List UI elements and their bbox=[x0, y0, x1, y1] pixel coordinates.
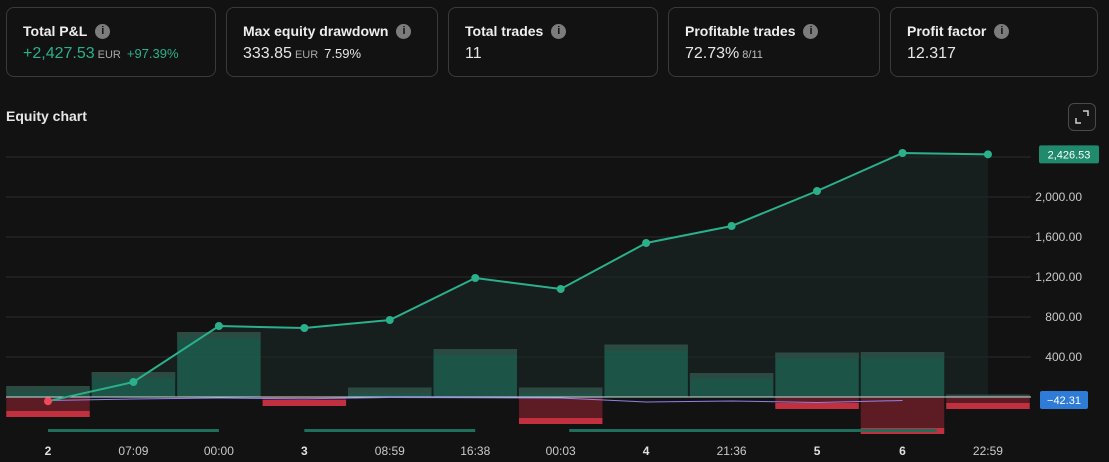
trade-bar-cap bbox=[6, 411, 90, 417]
session-range bbox=[569, 429, 937, 432]
equity-point bbox=[214, 322, 223, 330]
equity-point bbox=[385, 316, 394, 324]
trade-bar-cap bbox=[262, 400, 347, 406]
equity-point bbox=[813, 187, 822, 195]
trade-bar-cap bbox=[6, 386, 90, 392]
stat-sub: 8/11 bbox=[742, 49, 763, 61]
equity-point bbox=[129, 378, 138, 386]
equity-point bbox=[556, 285, 565, 293]
info-icon[interactable]: i bbox=[95, 23, 111, 39]
drawdown-line bbox=[47, 396, 903, 404]
y-tick-label: 400.00 bbox=[1045, 350, 1082, 364]
equity-point bbox=[727, 222, 736, 230]
x-tick-label: 21:36 bbox=[717, 444, 747, 458]
x-tick-label: 5 bbox=[814, 444, 821, 458]
x-tick-label: 6 bbox=[899, 444, 906, 458]
info-icon[interactable]: i bbox=[551, 23, 567, 39]
x-tick-label: 00:03 bbox=[546, 444, 576, 458]
trade-bars bbox=[6, 332, 1030, 434]
trade-bar-cap bbox=[518, 418, 603, 424]
x-tick-label: 4 bbox=[643, 444, 650, 458]
stat-title: Profitable trades bbox=[685, 23, 796, 39]
equity-line bbox=[47, 151, 988, 403]
stat-value: 333.85 bbox=[243, 45, 292, 62]
trade-bar-cap bbox=[775, 352, 859, 359]
stat-value: +2,427.53 bbox=[23, 45, 95, 62]
expand-icon bbox=[1075, 110, 1089, 124]
x-tick-label: 3 bbox=[301, 444, 308, 458]
trade-bar-cap bbox=[348, 387, 432, 394]
trade-bar-cap bbox=[177, 332, 261, 338]
equity-point bbox=[300, 324, 309, 332]
stat-unit: EUR bbox=[294, 49, 319, 61]
stats-cards: Total P&L i +2,427.53 EUR +97.39% Max equi… bbox=[6, 7, 1098, 77]
expand-chart-button[interactable] bbox=[1068, 103, 1096, 131]
info-icon[interactable]: i bbox=[396, 23, 412, 39]
stat-title: Total P&L bbox=[23, 23, 88, 39]
stat-card-profit-factor: Profit factor i 12.317 bbox=[890, 7, 1098, 77]
value-tags: 2,426.53 −42.31 bbox=[1039, 145, 1099, 409]
stat-card-total-trades: Total trades i 11 bbox=[448, 7, 658, 77]
y-tick-label: 1,200.00 bbox=[1035, 270, 1082, 284]
drawdown-tag bbox=[1040, 391, 1088, 409]
y-tick-label: 800.00 bbox=[1045, 310, 1082, 324]
stat-title: Profit factor bbox=[907, 23, 987, 39]
stat-card-total-pnl: Total P&L i +2,427.53 EUR +97.39% bbox=[6, 7, 216, 77]
equity-points bbox=[44, 149, 992, 406]
stat-title: Max equity drawdown bbox=[243, 23, 389, 39]
session-range bbox=[48, 429, 219, 432]
y-axis-labels: 400.00 800.00 1,200.00 1,600.00 2,000.00 bbox=[1035, 190, 1082, 364]
stat-value: 12.317 bbox=[907, 45, 956, 62]
trade-bar bbox=[433, 349, 517, 397]
trade-bar bbox=[775, 352, 859, 397]
info-icon[interactable]: i bbox=[994, 23, 1010, 39]
drawdown-tag-text: −42.31 bbox=[1047, 395, 1081, 407]
last-value-tag bbox=[1039, 145, 1099, 164]
trade-bar bbox=[860, 397, 945, 434]
stat-percent: 7.59% bbox=[324, 46, 362, 61]
x-tick-label: 16:38 bbox=[460, 444, 490, 458]
x-tick-label: 07:09 bbox=[118, 444, 148, 458]
equity-point bbox=[471, 274, 480, 282]
trade-bar-cap bbox=[946, 394, 1030, 397]
stat-percent: +97.39% bbox=[126, 46, 179, 61]
x-tick-label: 2 bbox=[45, 444, 52, 458]
stat-unit: EUR bbox=[97, 49, 121, 61]
stat-value: 72.73% bbox=[685, 45, 740, 62]
trade-bar-cap bbox=[91, 372, 176, 378]
trade-bar bbox=[604, 344, 688, 397]
trade-bar-cap bbox=[860, 352, 945, 358]
trade-bar-cap bbox=[946, 403, 1030, 409]
stat-value: 11 bbox=[465, 45, 482, 62]
x-tick-label: 22:59 bbox=[973, 444, 1003, 458]
chart-title: Equity chart bbox=[6, 108, 87, 124]
session-range bbox=[304, 429, 476, 432]
session-ranges bbox=[48, 429, 937, 432]
equity-point bbox=[642, 239, 651, 247]
equity-point bbox=[983, 150, 992, 159]
trade-bar bbox=[177, 332, 261, 397]
stat-card-profitable-trades: Profitable trades i 72.73% 8/11 bbox=[668, 7, 880, 77]
x-axis-labels: 2 07:09 00:00 3 08:59 16:38 00:03 4 21:36 5 6 22:59 bbox=[45, 444, 1004, 458]
last-value-tag-text: 2,426.53 bbox=[1048, 149, 1091, 161]
stat-title: Total trades bbox=[465, 23, 544, 39]
y-tick-label: 1,600.00 bbox=[1035, 230, 1082, 244]
trade-bar-cap bbox=[775, 403, 859, 409]
trade-bar bbox=[860, 352, 945, 397]
equity-point bbox=[898, 149, 907, 157]
trade-bar-cap bbox=[433, 349, 517, 355]
trade-bar-cap bbox=[604, 344, 688, 351]
y-tick-label: 2,000.00 bbox=[1035, 190, 1082, 204]
trade-bar-cap bbox=[518, 387, 603, 394]
x-tick-label: 08:59 bbox=[375, 444, 405, 458]
info-icon[interactable]: i bbox=[803, 23, 819, 39]
stat-card-max-drawdown: Max equity drawdown i 333.85 EUR 7.59% bbox=[226, 7, 438, 77]
equity-point bbox=[44, 397, 52, 406]
trade-bar-cap bbox=[689, 373, 774, 379]
x-tick-label: 00:00 bbox=[204, 444, 234, 458]
equity-area bbox=[48, 153, 988, 402]
